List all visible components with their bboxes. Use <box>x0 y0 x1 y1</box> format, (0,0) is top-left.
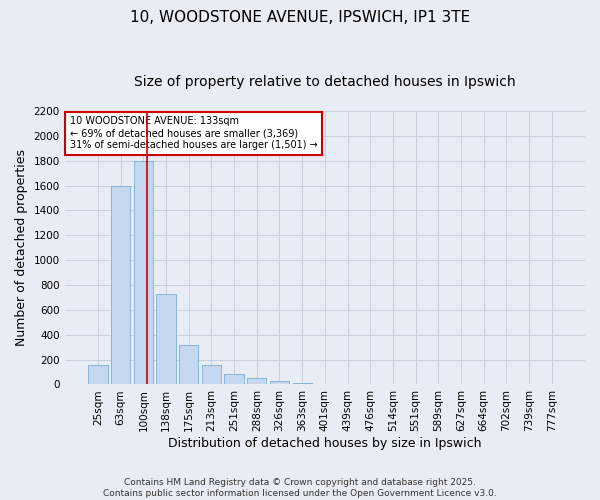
Title: Size of property relative to detached houses in Ipswich: Size of property relative to detached ho… <box>134 75 515 89</box>
Bar <box>88 364 107 384</box>
Bar <box>157 294 176 384</box>
Bar <box>202 364 221 384</box>
X-axis label: Distribution of detached houses by size in Ipswich: Distribution of detached houses by size … <box>168 437 482 450</box>
Bar <box>224 374 244 384</box>
Bar <box>293 383 312 384</box>
Bar <box>111 186 130 384</box>
Text: 10 WOODSTONE AVENUE: 133sqm
← 69% of detached houses are smaller (3,369)
31% of : 10 WOODSTONE AVENUE: 133sqm ← 69% of det… <box>70 116 317 150</box>
Text: 10, WOODSTONE AVENUE, IPSWICH, IP1 3TE: 10, WOODSTONE AVENUE, IPSWICH, IP1 3TE <box>130 10 470 25</box>
Bar <box>179 344 199 385</box>
Bar <box>134 160 153 384</box>
Y-axis label: Number of detached properties: Number of detached properties <box>15 149 28 346</box>
Bar <box>247 378 266 384</box>
Text: Contains HM Land Registry data © Crown copyright and database right 2025.
Contai: Contains HM Land Registry data © Crown c… <box>103 478 497 498</box>
Bar <box>270 382 289 384</box>
